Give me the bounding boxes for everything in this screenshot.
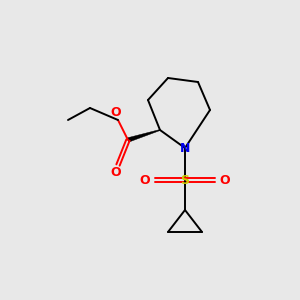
Text: O: O	[140, 173, 150, 187]
Polygon shape	[127, 130, 160, 142]
Text: S: S	[181, 173, 190, 187]
Text: O: O	[220, 173, 230, 187]
Text: N: N	[180, 142, 190, 154]
Text: O: O	[111, 106, 121, 118]
Text: O: O	[111, 167, 121, 179]
